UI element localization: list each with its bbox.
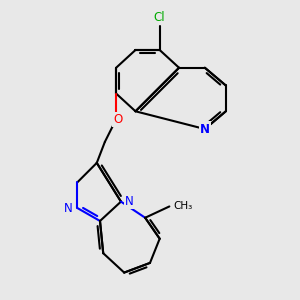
Text: N: N	[64, 202, 73, 214]
Text: Cl: Cl	[154, 11, 166, 24]
Text: N: N	[125, 195, 134, 208]
Text: CH₃: CH₃	[173, 202, 193, 212]
Text: N: N	[200, 122, 210, 136]
Text: O: O	[113, 113, 122, 126]
